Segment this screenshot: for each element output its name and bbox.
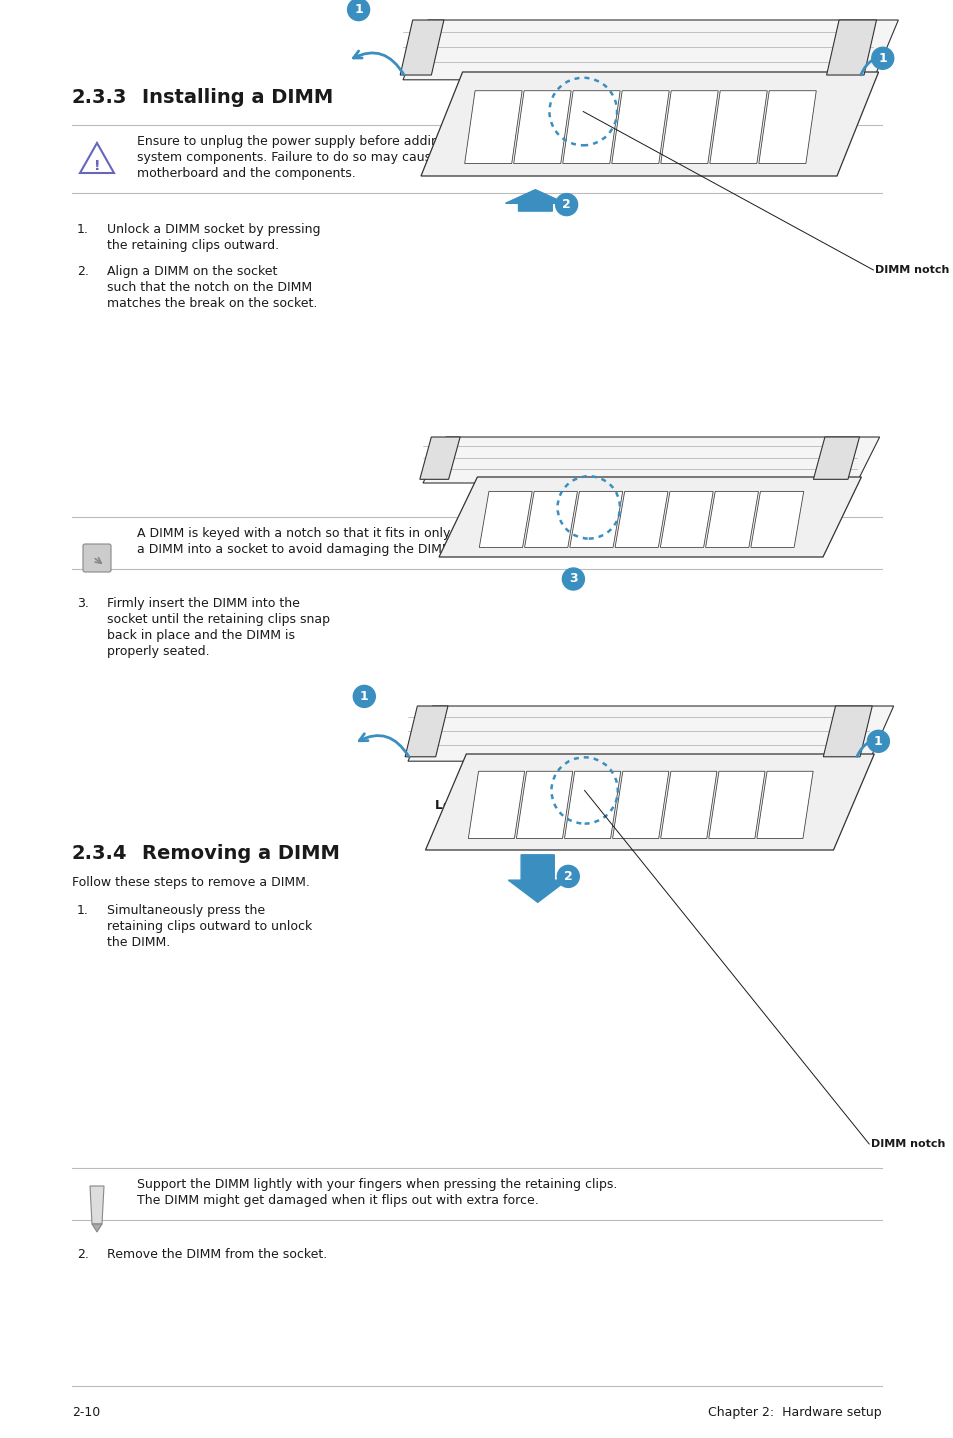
Text: Align a DIMM on the socket: Align a DIMM on the socket (107, 265, 277, 278)
Text: 2.: 2. (77, 265, 89, 278)
Text: Simultaneously press the: Simultaneously press the (107, 905, 265, 917)
Text: The DIMM might get damaged when it flips out with extra force.: The DIMM might get damaged when it flips… (137, 1194, 538, 1206)
FancyBboxPatch shape (83, 544, 111, 572)
Text: 2.: 2. (77, 1248, 89, 1261)
Polygon shape (660, 91, 718, 164)
Circle shape (866, 731, 888, 752)
Polygon shape (709, 91, 766, 164)
Polygon shape (408, 706, 893, 761)
Text: the DIMM.: the DIMM. (107, 936, 170, 949)
Polygon shape (422, 437, 879, 483)
Text: Locked Retaining Clip: Locked Retaining Clip (435, 800, 586, 812)
Polygon shape (756, 771, 812, 838)
Text: DIMM notch: DIMM notch (870, 1139, 944, 1149)
Polygon shape (516, 771, 572, 838)
Circle shape (557, 866, 578, 887)
Text: retaining clips outward to unlock: retaining clips outward to unlock (107, 920, 312, 933)
Text: Installing a DIMM: Installing a DIMM (142, 88, 333, 106)
Text: 2.3.3: 2.3.3 (71, 88, 128, 106)
Text: 2: 2 (563, 870, 572, 883)
Polygon shape (562, 91, 619, 164)
Text: Ensure to unplug the power supply before adding or removing DIMMs or other: Ensure to unplug the power supply before… (137, 135, 625, 148)
Text: Unlock a DIMM socket by pressing: Unlock a DIMM socket by pressing (107, 223, 320, 236)
Text: the retaining clips outward.: the retaining clips outward. (107, 239, 279, 252)
Text: A DIMM is keyed with a notch so that it fits in only one direction. DO NOT force: A DIMM is keyed with a notch so that it … (137, 526, 630, 541)
Text: 1.: 1. (77, 905, 89, 917)
Text: 2.3.4: 2.3.4 (71, 844, 128, 863)
Polygon shape (419, 437, 459, 479)
Polygon shape (615, 492, 667, 548)
Text: DIMM notch: DIMM notch (875, 265, 949, 275)
Polygon shape (464, 91, 521, 164)
Text: 1.: 1. (77, 223, 89, 236)
Text: socket until the retaining clips snap: socket until the retaining clips snap (107, 613, 330, 626)
Text: Support the DIMM lightly with your fingers when pressing the retaining clips.: Support the DIMM lightly with your finge… (137, 1178, 617, 1191)
Polygon shape (513, 91, 571, 164)
Polygon shape (750, 492, 802, 548)
Text: 1: 1 (354, 3, 362, 16)
Circle shape (555, 194, 577, 216)
Polygon shape (420, 72, 878, 175)
Polygon shape (478, 492, 532, 548)
Polygon shape (402, 20, 898, 79)
Circle shape (347, 0, 369, 20)
Text: Removing a DIMM: Removing a DIMM (142, 844, 339, 863)
Text: 1: 1 (878, 52, 886, 65)
Text: 1: 1 (359, 690, 368, 703)
Circle shape (353, 686, 375, 707)
Text: 2: 2 (561, 198, 571, 211)
Polygon shape (468, 771, 524, 838)
Polygon shape (524, 492, 577, 548)
FancyArrow shape (505, 190, 565, 211)
Polygon shape (80, 142, 113, 173)
Text: Firmly insert the DIMM into the: Firmly insert the DIMM into the (107, 597, 299, 610)
Circle shape (871, 47, 893, 69)
Polygon shape (822, 706, 871, 756)
Polygon shape (564, 771, 620, 838)
Polygon shape (813, 437, 859, 479)
Text: Remove the DIMM from the socket.: Remove the DIMM from the socket. (107, 1248, 327, 1261)
Polygon shape (91, 1224, 102, 1232)
Text: 3: 3 (569, 572, 578, 585)
Polygon shape (708, 771, 764, 838)
Polygon shape (611, 91, 668, 164)
Text: 2-10: 2-10 (71, 1406, 100, 1419)
Polygon shape (612, 771, 668, 838)
Text: properly seated.: properly seated. (107, 646, 210, 659)
Text: 1: 1 (873, 735, 882, 748)
Text: a DIMM into a socket to avoid damaging the DIMM.: a DIMM into a socket to avoid damaging t… (137, 544, 456, 557)
Text: system components. Failure to do so may cause severe damage to both the: system components. Failure to do so may … (137, 151, 613, 164)
Text: back in place and the DIMM is: back in place and the DIMM is (107, 628, 294, 641)
Polygon shape (399, 20, 443, 75)
FancyArrow shape (508, 854, 566, 902)
Text: !: ! (93, 160, 100, 173)
Polygon shape (659, 492, 713, 548)
Polygon shape (405, 706, 448, 756)
Polygon shape (825, 20, 876, 75)
Polygon shape (425, 754, 873, 850)
Text: Chapter 2:  Hardware setup: Chapter 2: Hardware setup (708, 1406, 882, 1419)
Polygon shape (758, 91, 816, 164)
Text: Unlocked retaining clip: Unlocked retaining clip (595, 487, 756, 500)
Text: matches the break on the socket.: matches the break on the socket. (107, 298, 317, 311)
Polygon shape (90, 1186, 104, 1224)
Polygon shape (569, 492, 622, 548)
Text: Follow these steps to remove a DIMM.: Follow these steps to remove a DIMM. (71, 876, 310, 889)
Text: motherboard and the components.: motherboard and the components. (137, 167, 355, 180)
Text: such that the notch on the DIMM: such that the notch on the DIMM (107, 280, 312, 293)
Polygon shape (660, 771, 717, 838)
Text: 3.: 3. (77, 597, 89, 610)
Circle shape (562, 568, 584, 590)
Polygon shape (438, 477, 861, 557)
Polygon shape (705, 492, 758, 548)
